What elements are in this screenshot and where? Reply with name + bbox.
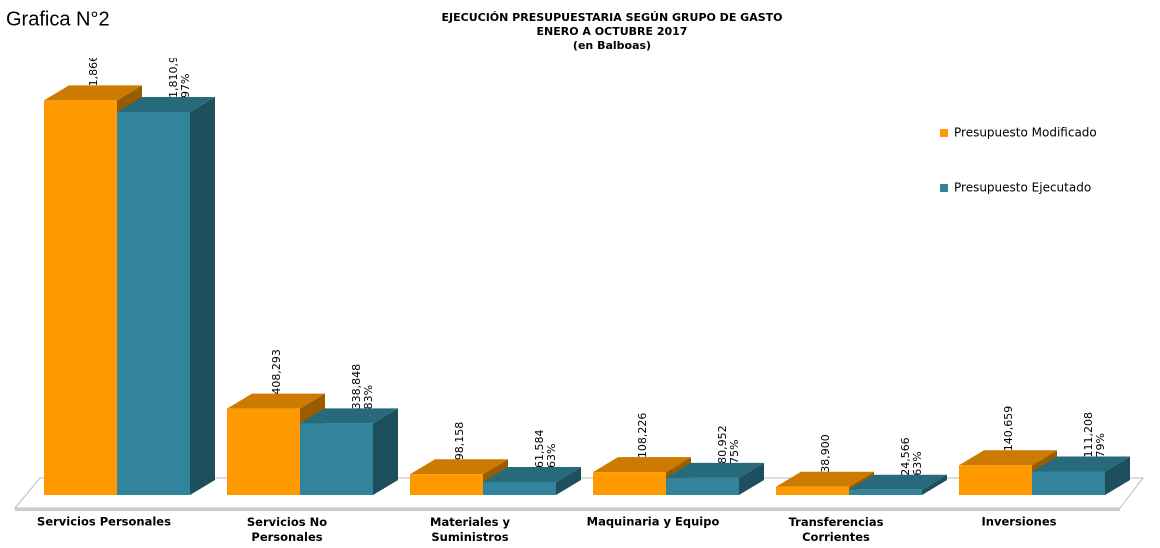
value-label: 408,293 (270, 349, 283, 395)
value-label: 338,848 (350, 364, 363, 410)
value-label: 1,866,000 (87, 30, 100, 86)
bar-front (849, 489, 922, 495)
bar-top (117, 96, 215, 112)
percent-label: 79% (1094, 433, 1107, 457)
bar (666, 462, 764, 495)
bar-top (44, 85, 142, 101)
bar-top (1032, 456, 1130, 472)
bar (483, 466, 581, 495)
bar-front (666, 477, 739, 495)
bar-top (227, 393, 325, 409)
value-label: 98,158 (453, 422, 466, 461)
bar-top (410, 459, 508, 475)
bar-top (300, 408, 398, 424)
bar-side (922, 474, 947, 495)
chart-label: Grafica N°2 (6, 8, 110, 30)
bar-front (300, 423, 373, 495)
x-tick-label: Servicios No Personales (247, 515, 327, 544)
x-tick-label: Inversiones (982, 515, 1057, 529)
legend-swatch (940, 129, 948, 137)
bar-front (959, 465, 1032, 495)
percent-label: 83% (362, 385, 375, 409)
x-tick-label: Maquinaria y Equipo (587, 515, 720, 529)
chart-title: (en Balboas) (573, 39, 651, 52)
value-label: 80,952 (716, 425, 729, 464)
bar-top (959, 450, 1057, 466)
bar-side (556, 466, 581, 495)
bar-side (190, 96, 215, 495)
bar-side (739, 462, 764, 495)
bar-front (410, 474, 483, 495)
percent-label: 97% (179, 74, 192, 98)
x-tick-label: Materiales y Suministros (430, 515, 510, 544)
floor-edge (15, 508, 1120, 511)
legend-label: Presupuesto Modificado (954, 126, 1097, 140)
bar (300, 408, 398, 495)
bar-top (483, 466, 581, 482)
bar-top (666, 462, 764, 478)
percent-label: 63% (911, 451, 924, 475)
legend-label: Presupuesto Ejecutado (954, 181, 1091, 195)
bar-side (1105, 456, 1130, 495)
bar (1032, 456, 1130, 495)
bar (117, 96, 215, 495)
bar-front (776, 486, 849, 495)
value-label: 140,659 (1002, 406, 1015, 452)
value-label: 1,810,900 (167, 42, 180, 98)
bar-front (483, 481, 556, 495)
x-tick-label: Servicios Personales (37, 515, 171, 529)
value-label: 108,226 (636, 413, 649, 459)
value-label: 61,584 (533, 429, 546, 468)
value-labels: 1,866,000 1,810,900 97% 408,293 338,848 83% 98… (87, 30, 1107, 476)
bar-top (849, 474, 947, 490)
value-label: 24,566 (899, 437, 912, 476)
bar-front (117, 111, 190, 495)
bar-front (227, 408, 300, 495)
percent-label: 63% (545, 444, 558, 468)
bar-front (593, 472, 666, 495)
x-tick-label: Transferencias Corrientes (789, 515, 884, 544)
bar (849, 474, 947, 495)
bar-top (593, 457, 691, 473)
bar-front (44, 100, 117, 495)
value-label: 111,208 (1082, 412, 1095, 458)
percent-label: 75% (728, 439, 741, 463)
bar-top (776, 471, 874, 487)
value-label: 38,900 (819, 434, 832, 473)
bar-side (373, 408, 398, 495)
legend-swatch (940, 184, 948, 192)
chart-title: ENERO A OCTUBRE 2017 (537, 25, 688, 38)
chart-title: EJECUCIÓN PRESUPUESTARIA SEGÚN GRUPO DE … (442, 11, 783, 24)
bar-front (1032, 471, 1105, 495)
